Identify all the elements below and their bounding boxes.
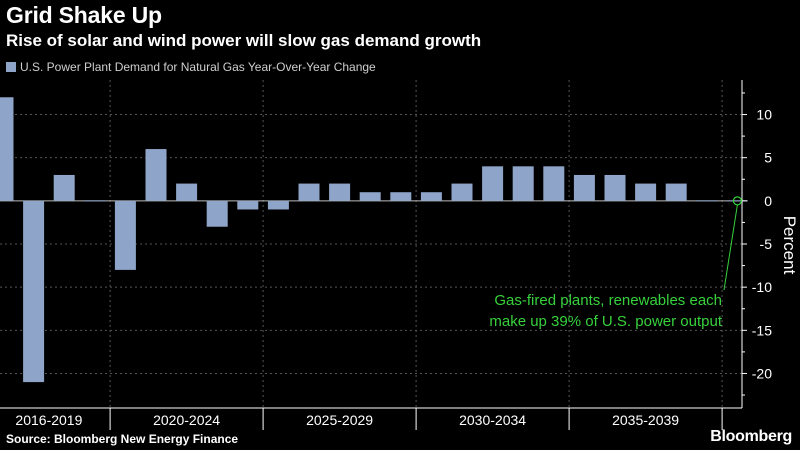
bar [635, 183, 657, 201]
bar [176, 183, 198, 201]
gridlines [0, 80, 742, 408]
bars [0, 97, 748, 383]
bar [726, 200, 748, 202]
bar [573, 174, 595, 201]
bar [451, 183, 473, 201]
bar [420, 192, 442, 201]
chart-title: Grid Shake Up [6, 2, 162, 28]
annotation-text: Gas-fired plants, renewables each [494, 292, 722, 309]
bar [359, 192, 381, 201]
bar [84, 200, 106, 202]
bar [665, 183, 687, 201]
y-tick-label: 0 [764, 193, 772, 209]
bar [53, 174, 75, 201]
bar [23, 200, 45, 383]
x-period-label: 2035-2039 [612, 412, 679, 428]
x-period-label: 2030-2034 [459, 412, 526, 428]
x-period-label: 2025-2029 [306, 412, 373, 428]
bar [0, 97, 14, 201]
source-note: Source: Bloomberg New Energy Finance [6, 432, 239, 446]
bar [482, 166, 504, 201]
bar [390, 192, 412, 201]
brand-logo: Bloomberg [710, 428, 792, 445]
y-tick-label: -5 [760, 236, 773, 252]
bar [206, 200, 228, 227]
bar [145, 149, 167, 201]
bar [543, 166, 565, 201]
bar [512, 166, 534, 201]
bar [237, 200, 259, 210]
bar [696, 200, 718, 202]
legend-label: U.S. Power Plant Demand for Natural Gas … [20, 60, 376, 74]
bar [604, 174, 626, 201]
bar [329, 183, 351, 201]
legend-swatch [6, 62, 16, 72]
y-tick-label: -10 [752, 279, 772, 295]
x-period-label: 2016-2019 [15, 412, 82, 428]
annotation-marker [732, 196, 743, 206]
y-tick-label: 5 [764, 150, 772, 166]
x-period-label: 2020-2024 [153, 412, 220, 428]
y-tick-label: -20 [752, 365, 772, 381]
chart-subtitle: Rise of solar and wind power will slow g… [6, 31, 482, 50]
bar [114, 200, 136, 270]
y-tick-label: -15 [752, 322, 772, 338]
bar [267, 200, 289, 210]
bar [298, 183, 320, 201]
annotation-leader [723, 204, 738, 291]
y-tick-label: 10 [756, 107, 772, 123]
annotation-text: make up 39% of U.S. power output [489, 313, 722, 330]
y-axis-title: Percent [780, 216, 799, 275]
legend: U.S. Power Plant Demand for Natural Gas … [6, 60, 376, 74]
